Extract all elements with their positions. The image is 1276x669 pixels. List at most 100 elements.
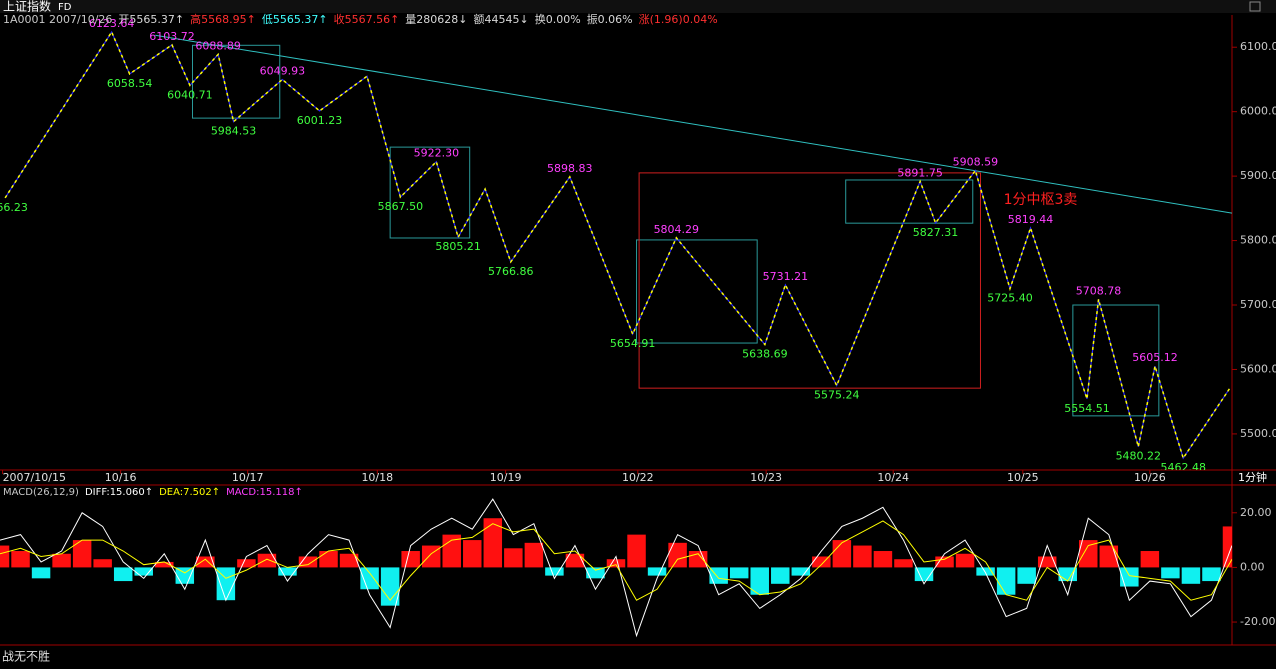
pivot-label: 5922.30: [414, 147, 460, 160]
pivot-label: 6049.93: [260, 64, 306, 77]
pivot-label: 5605.12: [1132, 351, 1178, 364]
macd-bar: [175, 567, 195, 584]
macd-bar: [894, 559, 913, 568]
y-tick-label: -20.00: [1240, 615, 1275, 628]
title: 上证指数: [3, 0, 51, 14]
pivot-box: [192, 44, 281, 119]
macd-bar: [627, 534, 646, 568]
pivot-label: 5805.21: [435, 240, 481, 253]
y-tick-label: 5600.00: [1240, 362, 1276, 375]
macd-bar: [729, 567, 749, 579]
y-tick-label: 20.00: [1240, 506, 1272, 519]
macd-bar: [93, 559, 112, 568]
title-bar: [0, 0, 1276, 13]
pivot-label: 5867.50: [378, 200, 424, 213]
x-tick-label: 10/18: [361, 471, 393, 484]
pivot-label: 5804.29: [654, 223, 700, 236]
legend-item: DIFF:15.060↑: [85, 487, 153, 498]
macd-bar: [1181, 567, 1201, 584]
trend-line: [155, 34, 1232, 214]
macd-line: [0, 520, 1232, 602]
pivot-label: 5725.40: [987, 292, 1033, 305]
legend-item: DEA:7.502↑: [159, 487, 220, 498]
pivot-label: 5554.51: [1064, 402, 1110, 415]
title-suffix: FD: [58, 2, 72, 13]
macd-bar: [401, 551, 420, 568]
macd-bar: [72, 540, 92, 568]
macd-bar: [380, 567, 400, 606]
macd-bar: [524, 542, 544, 568]
macd-bar: [11, 551, 30, 568]
pivot-box: [638, 172, 981, 389]
info-item: 高5568.95↑: [190, 12, 256, 26]
macd-bar: [504, 548, 523, 568]
pivot-label: 5891.75: [897, 166, 943, 179]
macd-bar: [565, 553, 585, 568]
pivot-label: 5898.83: [547, 162, 593, 175]
macd-bar: [1140, 551, 1160, 568]
x-tick-label: 10/16: [105, 471, 137, 484]
macd-bar: [1079, 540, 1098, 568]
info-item: 开5565.37↑: [118, 13, 184, 26]
macd-plot: [0, 498, 1232, 638]
macd-bar: [155, 561, 174, 568]
macd-bar: [278, 567, 297, 576]
y-tick-label: 0.00: [1240, 560, 1265, 573]
y-tick-label: 5700.00: [1240, 298, 1276, 311]
macd-bar: [1161, 567, 1180, 579]
annotation: 1分中枢3卖: [1004, 192, 1078, 208]
info-item: 1A0001 2007/10/26: [3, 13, 112, 26]
macd-bar: [709, 567, 728, 584]
info-item: 收5567.56↑: [334, 12, 400, 26]
macd-bar: [996, 567, 1016, 595]
macd-bar: [0, 545, 10, 568]
pivot-box: [636, 239, 758, 344]
macd-bar: [237, 559, 256, 568]
macd-bar: [298, 556, 318, 568]
info-item: 换0.00%: [535, 12, 581, 26]
macd-bar: [606, 559, 626, 568]
price-plot: 5866.23 6123.64 6058.54 6103.72 6040.71 6088.…: [0, 17, 1232, 474]
macd-bar: [873, 551, 893, 568]
macd-line: [0, 498, 1232, 638]
x-tick-label: 10/22: [622, 471, 654, 484]
macd-bar: [812, 556, 831, 568]
price-line: [4, 30, 1231, 460]
x-tick-label: 10/26: [1134, 471, 1166, 484]
macd-bar: [1037, 556, 1057, 568]
pivot-label: 5480.22: [1116, 450, 1162, 463]
x-tick-label: 10/25: [1007, 471, 1039, 484]
pivot-label: 5462.48: [1160, 461, 1206, 474]
macd-bar: [668, 542, 687, 568]
x-tick-label: 10/19: [490, 471, 522, 484]
macd-bar: [319, 551, 338, 568]
pivot-label: 5866.23: [0, 201, 28, 214]
period-label: 1分钟: [1238, 470, 1267, 484]
pivot-label: 5708.78: [1076, 284, 1122, 297]
macd-bar: [113, 567, 133, 582]
macd-bar: [1017, 567, 1036, 584]
macd-bar: [483, 518, 503, 568]
macd-bar: [853, 545, 872, 568]
pivot-label: 5731.21: [763, 270, 809, 283]
pivot-label: 5827.31: [913, 226, 959, 239]
macd-bar: [976, 567, 995, 576]
window-button[interactable]: [1249, 1, 1261, 12]
pivot-label: 5638.69: [742, 348, 788, 361]
macd-bar: [257, 553, 277, 568]
pivot-label: 6001.23: [297, 114, 343, 127]
macd-bar: [545, 567, 564, 576]
macd-bar: [196, 556, 215, 568]
macd-bar: [647, 567, 667, 576]
x-tick-label: 10/23: [750, 471, 782, 484]
macd-bar: [463, 540, 482, 568]
macd-bar: [339, 553, 359, 568]
macd-bar: [421, 545, 441, 568]
pivot-label: 5908.59: [953, 156, 999, 169]
pivot-label: 6103.72: [149, 30, 195, 43]
y-tick-label: 5500.00: [1240, 427, 1276, 440]
macd-bar: [52, 553, 71, 568]
info-item: 量280628↓: [405, 13, 467, 26]
